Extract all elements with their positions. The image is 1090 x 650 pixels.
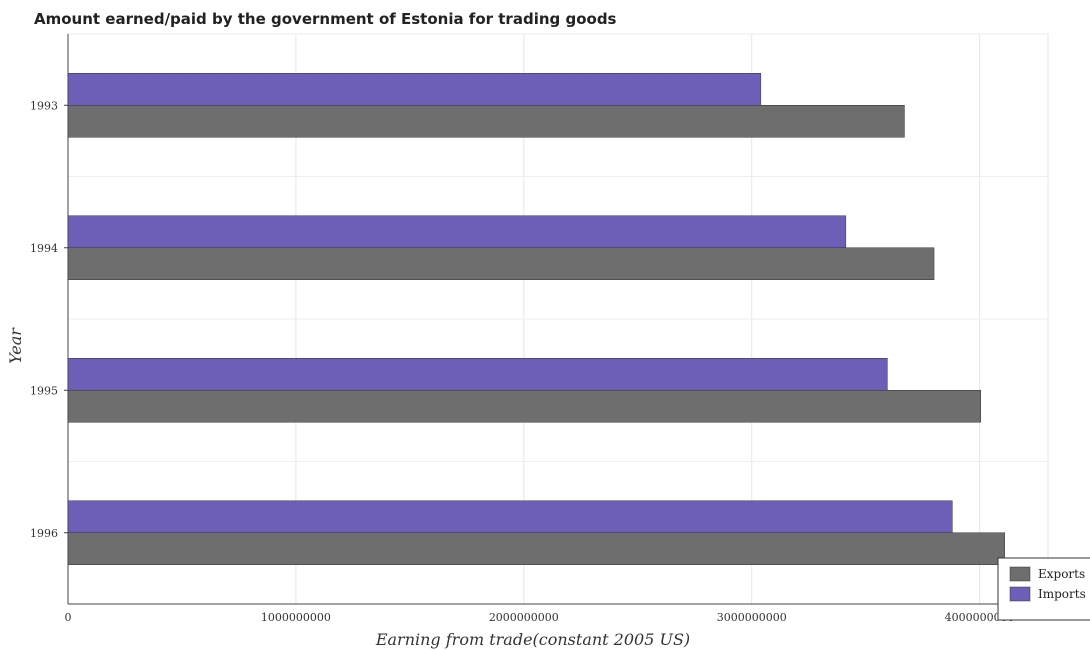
bar-imports-1995 (67, 358, 888, 391)
bar-imports-1993 (67, 73, 762, 106)
y-tick-label: 1993 (30, 99, 58, 112)
legend-label-imports: Imports (1038, 587, 1086, 601)
y-tick-label: 1996 (30, 527, 58, 540)
x-tick-label: 0 (65, 611, 72, 624)
x-tick-label: 2000000000 (489, 611, 559, 624)
bar-imports-1994 (67, 215, 847, 248)
bar-exports-1995 (67, 390, 982, 423)
chart-title: Amount earned/paid by the government of … (34, 10, 617, 28)
bar-exports-1996 (67, 532, 1005, 565)
x-tick-label: 3000000000 (717, 611, 787, 624)
x-tick-label: 4000000000 (945, 611, 1015, 624)
y-axis-title: Year (6, 327, 25, 364)
plot-area: 0 1000000000 2000000000 3000000000 400000000… (30, 33, 1049, 624)
bar-imports-1996 (67, 500, 953, 533)
legend-swatch-imports (1009, 586, 1031, 602)
y-tick-label: 1995 (30, 384, 58, 397)
bar-exports-1994 (67, 247, 935, 280)
legend-label-exports: Exports (1038, 567, 1085, 581)
x-axis-title: Earning from trade(constant 2005 US) (375, 630, 690, 649)
y-tick-label: 1994 (30, 242, 58, 255)
legend: Exports Imports (997, 557, 1090, 621)
bar-exports-1993 (67, 105, 905, 138)
legend-swatch-exports (1009, 566, 1031, 582)
x-tick-label: 1000000000 (261, 611, 331, 624)
